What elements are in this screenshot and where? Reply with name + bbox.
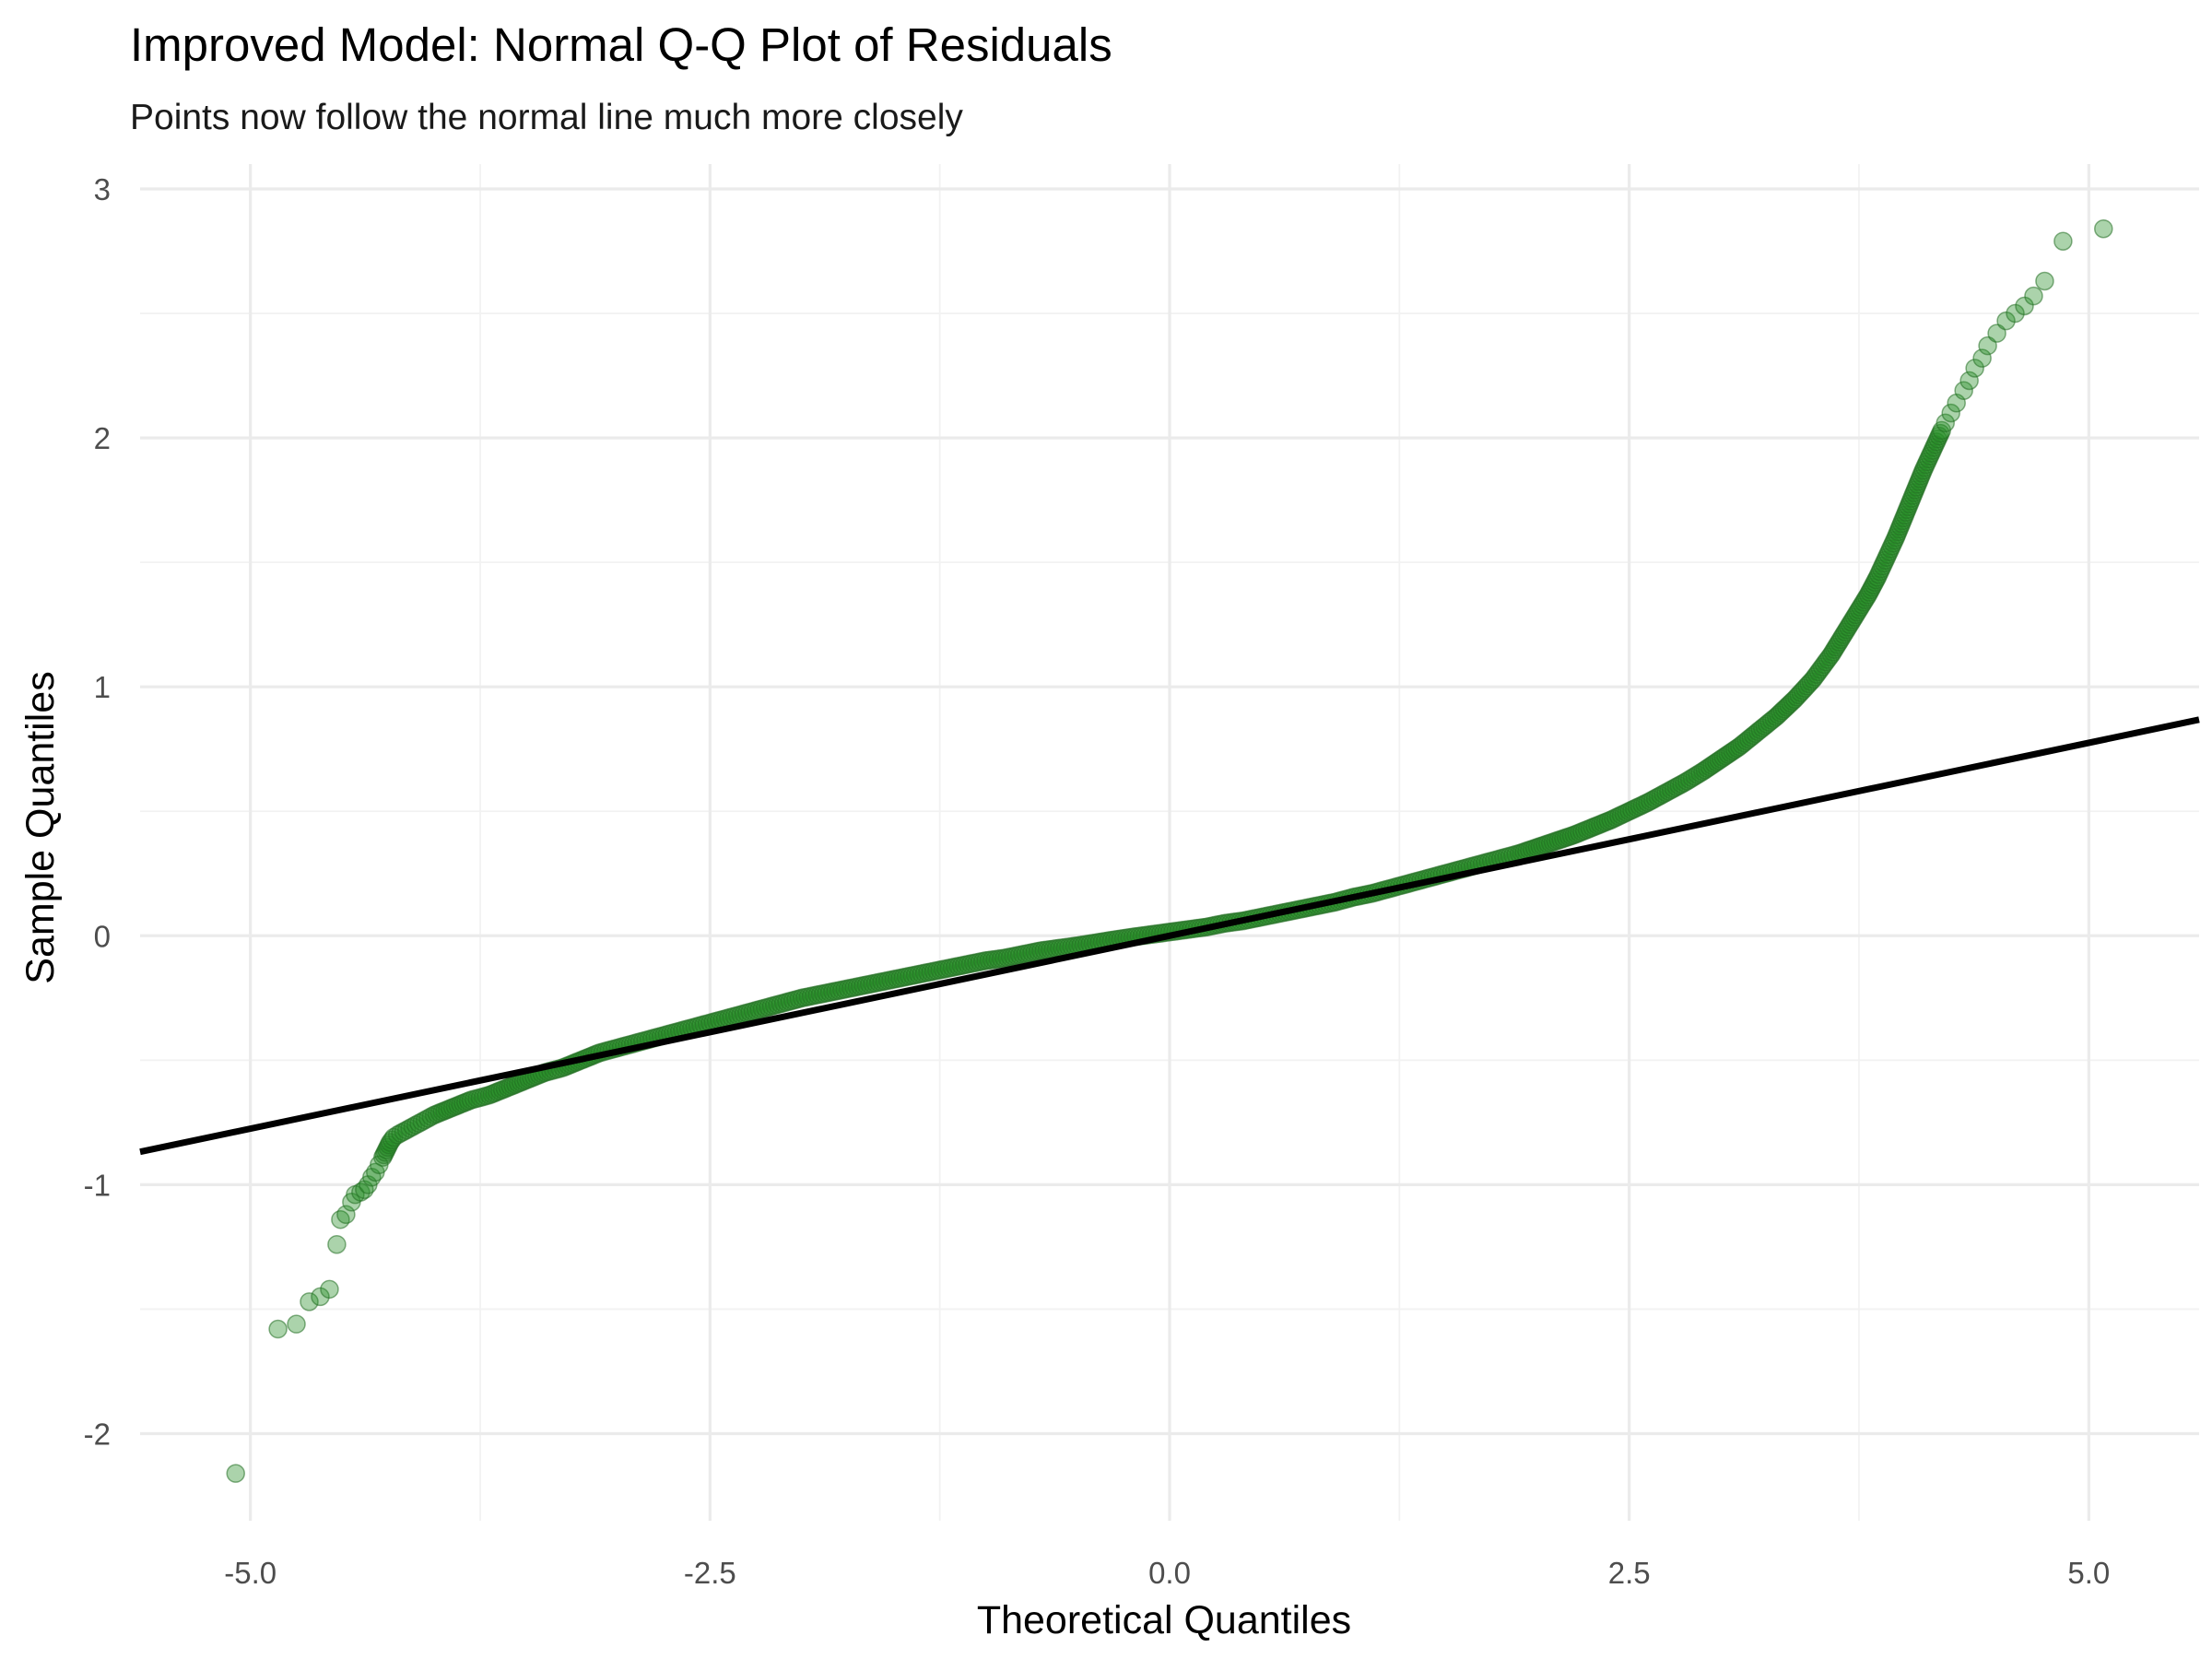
qq-point xyxy=(287,1314,306,1334)
qq-point xyxy=(320,1279,339,1300)
x-axis-title: Theoretical Quantiles xyxy=(977,1598,1351,1642)
y-axis-ticks: -2 -1 0 1 2 3 xyxy=(84,172,111,1451)
x-tick-label: -2.5 xyxy=(684,1556,736,1590)
qq-point xyxy=(2035,271,2054,291)
qq-point xyxy=(2053,231,2073,251)
qq-point xyxy=(268,1319,288,1339)
qq-point xyxy=(1941,403,1960,423)
x-axis-ticks: -5.0 -2.5 0.0 2.5 5.0 xyxy=(224,1556,2110,1590)
y-tick-label: 0 xyxy=(94,919,111,953)
y-tick-label: -1 xyxy=(84,1168,111,1202)
qq-point xyxy=(2094,218,2113,239)
qq-point xyxy=(1965,359,1984,378)
x-tick-label: -5.0 xyxy=(224,1556,276,1590)
x-tick-label: 2.5 xyxy=(1608,1556,1651,1590)
qq-point xyxy=(226,1464,245,1483)
chart-title: Improved Model: Normal Q-Q Plot of Resid… xyxy=(130,18,1112,71)
qq-point xyxy=(1954,381,1973,401)
y-axis-title: Sample Quantiles xyxy=(18,671,63,983)
qq-point xyxy=(327,1234,347,1254)
qq-point xyxy=(1936,413,1955,433)
y-tick-label: -2 xyxy=(84,1417,111,1451)
y-tick-label: 1 xyxy=(94,670,111,704)
major-gridlines xyxy=(140,164,2199,1521)
x-tick-label: 5.0 xyxy=(2067,1556,2110,1590)
y-tick-label: 2 xyxy=(94,421,111,455)
normal-reference-line xyxy=(139,716,2200,1156)
qq-point xyxy=(300,1292,319,1312)
chart-subtitle: Points now follow the normal line much m… xyxy=(130,98,963,137)
y-tick-label: 3 xyxy=(94,172,111,206)
x-tick-label: 0.0 xyxy=(1148,1556,1191,1590)
qq-point xyxy=(2024,286,2043,306)
